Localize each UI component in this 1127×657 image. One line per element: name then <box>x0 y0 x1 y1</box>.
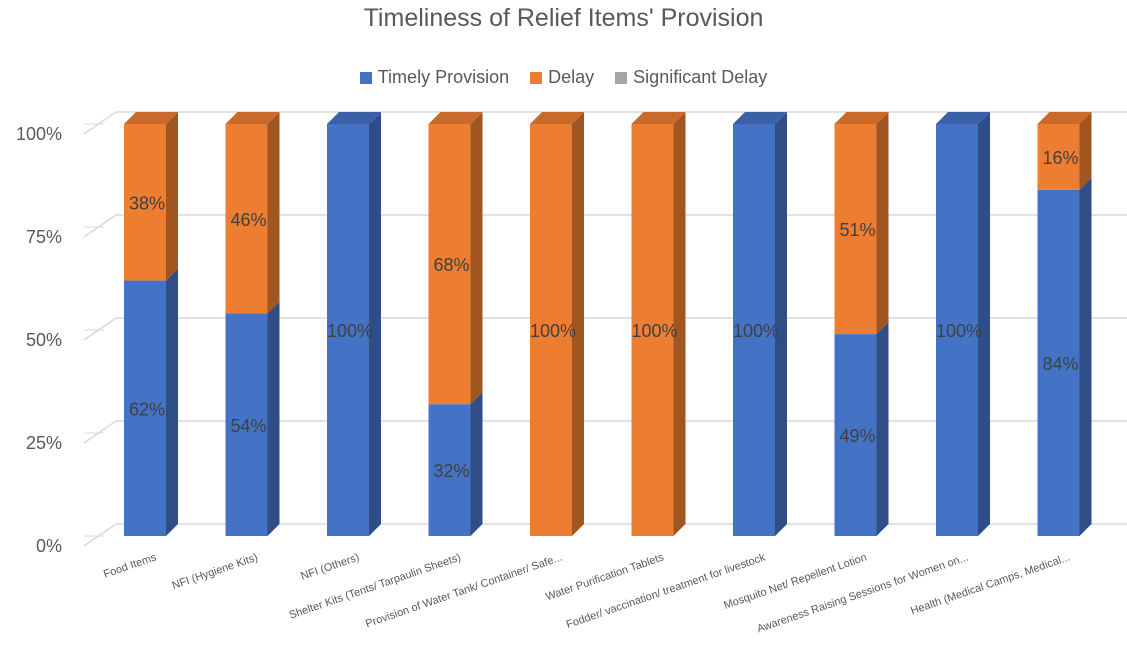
x-tick-label: Food Items <box>102 551 158 580</box>
bar-side <box>1079 112 1092 190</box>
data-label: 62% <box>129 399 165 419</box>
legend-item-delay: Delay <box>530 67 594 88</box>
bar-segment <box>225 313 268 536</box>
bar-top <box>1037 112 1092 124</box>
bar-segment <box>834 124 877 335</box>
x-tick-label: NFI (Hygiene Kits) <box>171 551 260 592</box>
legend-swatch-timely <box>359 71 372 84</box>
bar-segment <box>936 124 978 536</box>
bar-side <box>166 112 178 281</box>
bar-side <box>166 268 178 536</box>
y-tick-label: 75% <box>26 227 62 247</box>
bar-segment <box>327 124 369 536</box>
legend-label-timely: Timely Provision <box>377 67 510 87</box>
bar-segment <box>1037 189 1080 537</box>
bar-side <box>673 112 686 536</box>
y-tick-label: 0% <box>36 536 62 556</box>
bar-segment <box>124 124 166 281</box>
bar-top <box>936 112 990 124</box>
data-label: 54% <box>230 416 266 436</box>
legend-swatch-delay <box>530 71 543 84</box>
bar-segment <box>733 124 775 536</box>
data-label: 68% <box>433 255 469 275</box>
data-label: 38% <box>129 193 165 213</box>
chart-title: Timeliness of Relief Items' Provision <box>363 4 764 32</box>
bar-segment <box>631 124 674 536</box>
bar-side <box>267 301 280 536</box>
bar-side <box>978 112 990 536</box>
gridline-depth <box>83 317 117 341</box>
x-tick-label: Shelter Kits (Tents/ Tarpaulin Sheets) <box>288 551 463 621</box>
gridline-depth <box>83 420 117 444</box>
bar-segment <box>225 124 268 314</box>
bar-side <box>369 112 381 536</box>
data-label: 49% <box>839 426 875 446</box>
data-label: 100% <box>936 321 982 341</box>
legend-label-delay: Delay <box>548 67 595 87</box>
gridline-depth <box>83 523 117 547</box>
data-label: 100% <box>631 321 677 341</box>
bar-side <box>470 112 483 405</box>
x-tick-label: Health (Medical Camps, Medical... <box>909 551 1071 617</box>
bar-side <box>267 112 280 314</box>
bar-side <box>876 322 889 536</box>
data-label: 100% <box>327 321 373 341</box>
bar-side <box>470 392 483 536</box>
legend-item-timely: Timely Provision <box>359 67 510 88</box>
gridline-depth <box>83 214 117 238</box>
legend-item-significant-delay: Significant Delay <box>615 67 767 88</box>
data-label: 100% <box>530 321 576 341</box>
bar-top <box>631 112 686 124</box>
bar-segment <box>1037 124 1080 190</box>
bar-top <box>124 112 178 124</box>
x-tick-label: Provision of Water Tank/ Container/ Safe… <box>364 551 564 630</box>
bar-segment <box>428 404 471 536</box>
bar-segment <box>530 124 572 536</box>
data-label: 84% <box>1042 354 1078 374</box>
bar-side <box>876 112 889 335</box>
legend-swatch-significant-delay <box>615 71 628 84</box>
bar-top <box>225 112 280 124</box>
bar-top <box>834 112 889 124</box>
legend: Timely Provision Delay Significant Delay <box>0 67 1127 89</box>
bar-top <box>733 112 787 124</box>
y-tick-label: 50% <box>26 330 62 350</box>
gridline-depth <box>83 111 117 135</box>
data-label: 16% <box>1042 148 1078 168</box>
bar-segment <box>124 280 166 536</box>
bar-top <box>327 112 381 124</box>
bar-side <box>572 112 584 536</box>
bar-top <box>530 112 584 124</box>
bar-segment <box>428 124 471 405</box>
y-tick-label: 100% <box>16 124 62 144</box>
x-tick-label: Fodder/ vaccination/ treatment for lives… <box>565 551 768 631</box>
y-tick-label: 25% <box>26 433 62 453</box>
data-label: 51% <box>839 220 875 240</box>
bar-side <box>775 112 787 536</box>
legend-label-significant-delay: Significant Delay <box>633 67 768 87</box>
data-label: 46% <box>230 210 266 230</box>
x-tick-label: NFI (Others) <box>299 551 361 582</box>
bar-segment <box>834 334 877 536</box>
bar-side <box>1079 177 1092 537</box>
bar-top <box>428 112 483 124</box>
data-label: 32% <box>433 461 469 481</box>
data-label: 100% <box>733 321 779 341</box>
